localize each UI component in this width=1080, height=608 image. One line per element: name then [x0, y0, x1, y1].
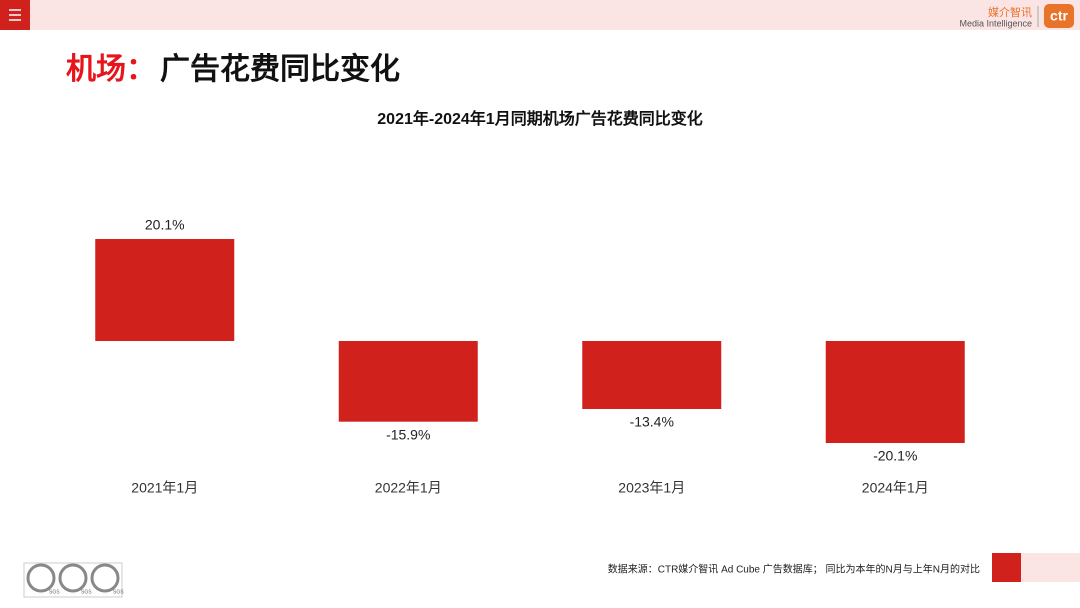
bar [338, 341, 478, 422]
x-tick-label: 2021年1月 [131, 480, 198, 496]
slide-title: 广告花费同比变化 [160, 52, 400, 86]
x-tick-label: 2024年1月 [862, 480, 929, 496]
x-tick-label: 2023年1月 [618, 480, 685, 496]
slide-title-prefix: 机场： [66, 53, 156, 86]
bar [582, 341, 722, 409]
value-label: -13.4% [630, 414, 674, 430]
footer-band [1021, 553, 1080, 582]
plot: 2021年1月 20.1% 2022年1月 -15.9% 2023年1月 -13.4% 20… [95, 217, 965, 496]
value-label: -20.1% [873, 448, 917, 464]
source-note: 数据来源：CTR媒介智讯 Ad Cube 广告数据库； 同比为本年的N月与上年N… [608, 563, 980, 576]
top-band [0, 0, 1080, 30]
badge-label: SGS [81, 589, 92, 595]
badge-label: SGS [113, 589, 124, 595]
value-label: -15.9% [386, 426, 430, 442]
footer-block [992, 553, 1021, 582]
logo-en: Media Intelligence [959, 18, 1032, 28]
badges: SGS SGS SGS [23, 562, 124, 598]
logo-mark: ctr [1050, 8, 1068, 24]
badge-label: SGS [49, 589, 60, 595]
x-tick-label: 2022年1月 [375, 480, 442, 496]
bar [95, 239, 235, 341]
menu-icon [9, 9, 21, 21]
logo-cn: 媒介智讯 [988, 5, 1032, 19]
chart-title: 2021年-2024年1月同期机场广告花费同比变化 [377, 109, 702, 128]
bar [825, 341, 965, 443]
logo-badge [1044, 4, 1074, 28]
value-label: 20.1% [145, 217, 185, 233]
